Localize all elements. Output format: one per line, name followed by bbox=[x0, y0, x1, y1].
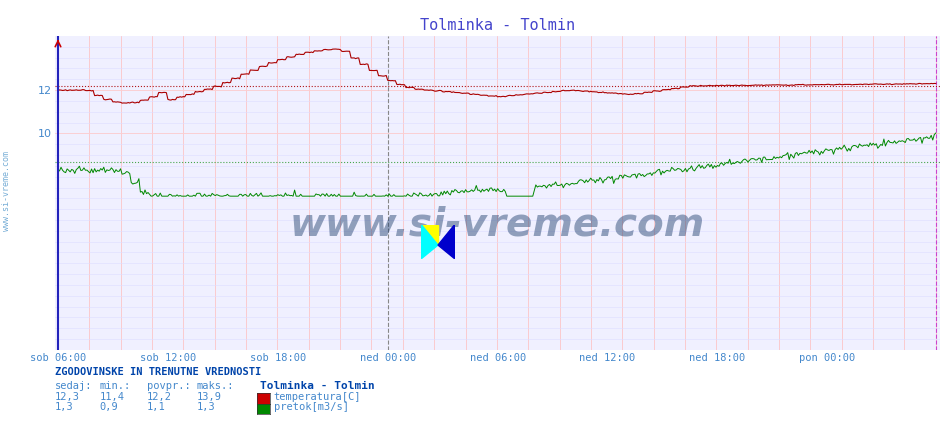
Text: www.si-vreme.com: www.si-vreme.com bbox=[2, 151, 11, 231]
Polygon shape bbox=[438, 225, 455, 259]
Text: 1,3: 1,3 bbox=[55, 402, 74, 413]
Text: 12,2: 12,2 bbox=[147, 392, 171, 402]
Polygon shape bbox=[421, 225, 438, 245]
Text: sedaj:: sedaj: bbox=[55, 381, 93, 391]
Text: 1,3: 1,3 bbox=[197, 402, 216, 413]
Text: 12,3: 12,3 bbox=[55, 392, 80, 402]
Text: ZGODOVINSKE IN TRENUTNE VREDNOSTI: ZGODOVINSKE IN TRENUTNE VREDNOSTI bbox=[55, 367, 261, 377]
Text: maks.:: maks.: bbox=[197, 381, 235, 391]
Text: www.si-vreme.com: www.si-vreme.com bbox=[290, 205, 706, 243]
Text: min.:: min.: bbox=[99, 381, 131, 391]
Text: 1,1: 1,1 bbox=[147, 402, 166, 413]
Text: pretok[m3/s]: pretok[m3/s] bbox=[274, 402, 348, 413]
Text: 0,9: 0,9 bbox=[99, 402, 118, 413]
Text: 13,9: 13,9 bbox=[197, 392, 222, 402]
Text: Tolminka - Tolmin: Tolminka - Tolmin bbox=[260, 381, 375, 391]
Title: Tolminka - Tolmin: Tolminka - Tolmin bbox=[420, 19, 575, 33]
Polygon shape bbox=[421, 225, 438, 259]
Text: povpr.:: povpr.: bbox=[147, 381, 190, 391]
Text: temperatura[C]: temperatura[C] bbox=[274, 392, 361, 402]
Text: 11,4: 11,4 bbox=[99, 392, 124, 402]
